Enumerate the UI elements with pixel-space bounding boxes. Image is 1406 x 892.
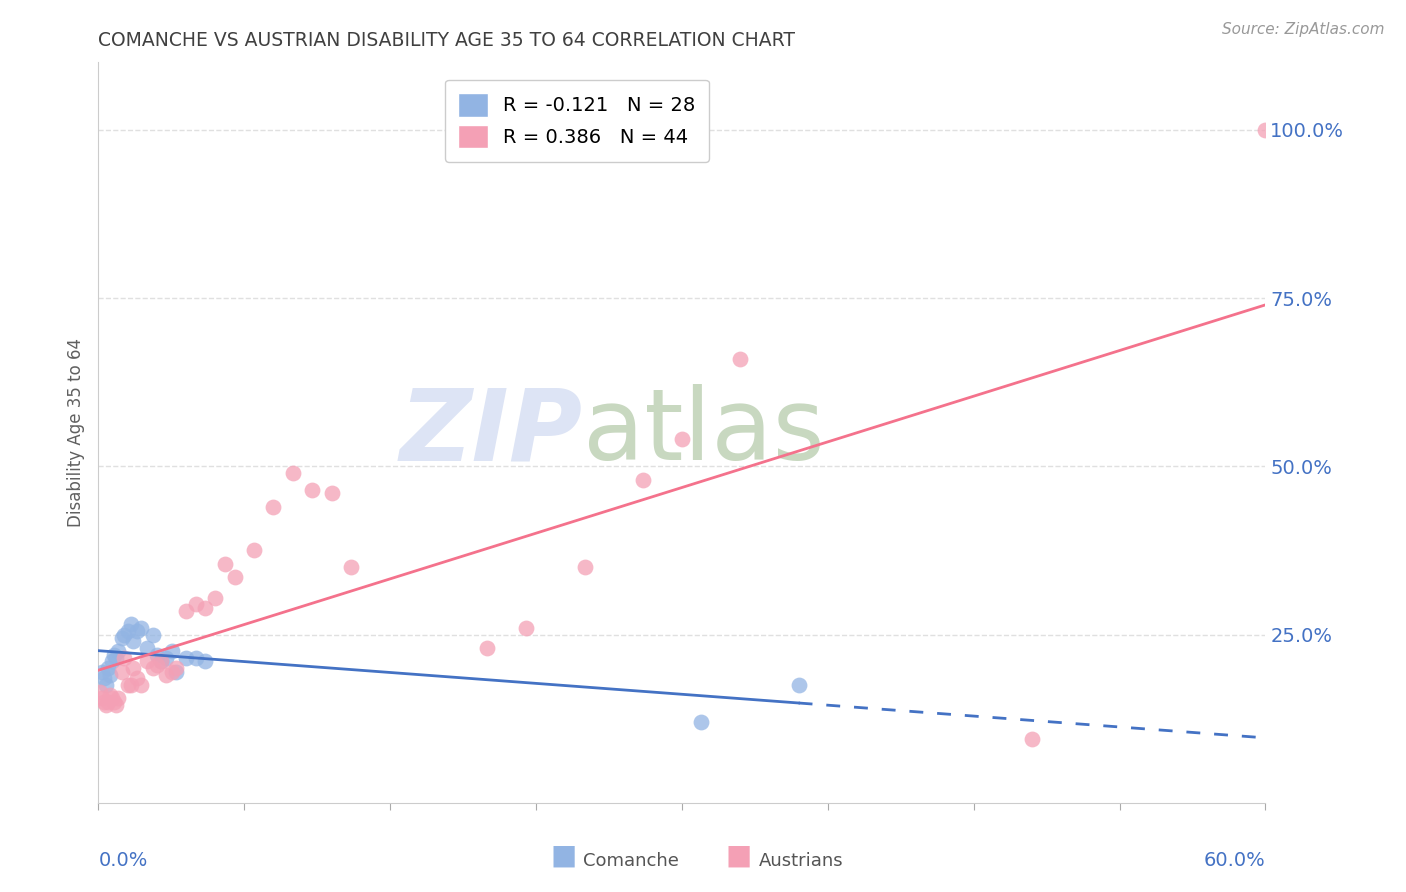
Point: [262, 500, 284, 514]
Point: [96, 698, 118, 713]
Point: [107, 644, 129, 658]
Point: [96, 678, 118, 692]
Text: ■: ■: [725, 842, 752, 870]
Text: ■: ■: [550, 842, 576, 870]
Point: [101, 655, 124, 669]
Text: 60.0%: 60.0%: [1204, 851, 1265, 870]
Point: [1021, 731, 1043, 746]
Point: [477, 640, 499, 655]
Point: [89, 685, 111, 699]
Point: [93, 695, 115, 709]
Text: COMANCHE VS AUSTRIAN DISABILITY AGE 35 TO 64 CORRELATION CHART: COMANCHE VS AUSTRIAN DISABILITY AGE 35 T…: [98, 30, 796, 50]
Point: [98, 688, 121, 702]
Point: [91, 691, 114, 706]
Point: [631, 473, 654, 487]
Point: [136, 655, 159, 669]
Point: [149, 655, 172, 669]
Point: [165, 661, 187, 675]
Point: [204, 591, 226, 605]
Point: [121, 678, 143, 692]
Point: [214, 557, 236, 571]
Point: [142, 661, 165, 675]
Text: Austrians: Austrians: [759, 852, 844, 870]
Point: [142, 627, 165, 641]
Point: [184, 597, 207, 611]
Point: [574, 560, 596, 574]
Point: [103, 695, 125, 709]
Point: [340, 560, 363, 574]
Point: [97, 661, 120, 675]
Text: ZIP: ZIP: [399, 384, 582, 481]
Point: [243, 543, 266, 558]
Text: 0.0%: 0.0%: [98, 851, 148, 870]
Point: [671, 433, 693, 447]
Point: [111, 665, 134, 679]
Point: [174, 651, 197, 665]
Point: [117, 624, 139, 639]
Point: [515, 621, 537, 635]
Text: Source: ZipAtlas.com: Source: ZipAtlas.com: [1222, 22, 1385, 37]
Point: [146, 648, 169, 662]
Y-axis label: Disability Age 35 to 64: Disability Age 35 to 64: [66, 338, 84, 527]
Point: [321, 486, 343, 500]
Point: [112, 627, 135, 641]
Point: [104, 651, 127, 665]
Point: [103, 648, 125, 662]
Point: [281, 466, 304, 480]
Point: [127, 671, 149, 685]
Text: atlas: atlas: [582, 384, 824, 481]
Point: [162, 644, 184, 658]
Point: [104, 698, 127, 713]
Point: [129, 678, 152, 692]
Point: [155, 668, 177, 682]
Point: [112, 651, 135, 665]
Point: [91, 665, 114, 679]
Point: [98, 668, 121, 682]
Point: [162, 665, 184, 679]
Point: [122, 661, 145, 675]
Point: [184, 651, 207, 665]
Point: [97, 695, 120, 709]
Point: [111, 631, 134, 645]
Text: Comanche: Comanche: [583, 852, 679, 870]
Point: [730, 351, 752, 366]
Point: [149, 655, 172, 669]
Point: [146, 657, 169, 672]
Point: [136, 640, 159, 655]
Point: [129, 621, 152, 635]
Point: [121, 617, 143, 632]
Point: [224, 570, 246, 584]
Point: [155, 651, 177, 665]
Point: [101, 691, 124, 706]
Point: [301, 483, 323, 497]
Point: [127, 624, 149, 639]
Point: [107, 691, 129, 706]
Point: [93, 671, 115, 685]
Point: [117, 678, 139, 692]
Point: [690, 714, 713, 729]
Point: [194, 655, 217, 669]
Point: [787, 678, 810, 692]
Legend: R = -0.121   N = 28, R = 0.386   N = 44: R = -0.121 N = 28, R = 0.386 N = 44: [444, 79, 709, 162]
Point: [194, 600, 217, 615]
Point: [1254, 122, 1277, 136]
Point: [122, 634, 145, 648]
Point: [174, 604, 197, 618]
Point: [165, 665, 187, 679]
